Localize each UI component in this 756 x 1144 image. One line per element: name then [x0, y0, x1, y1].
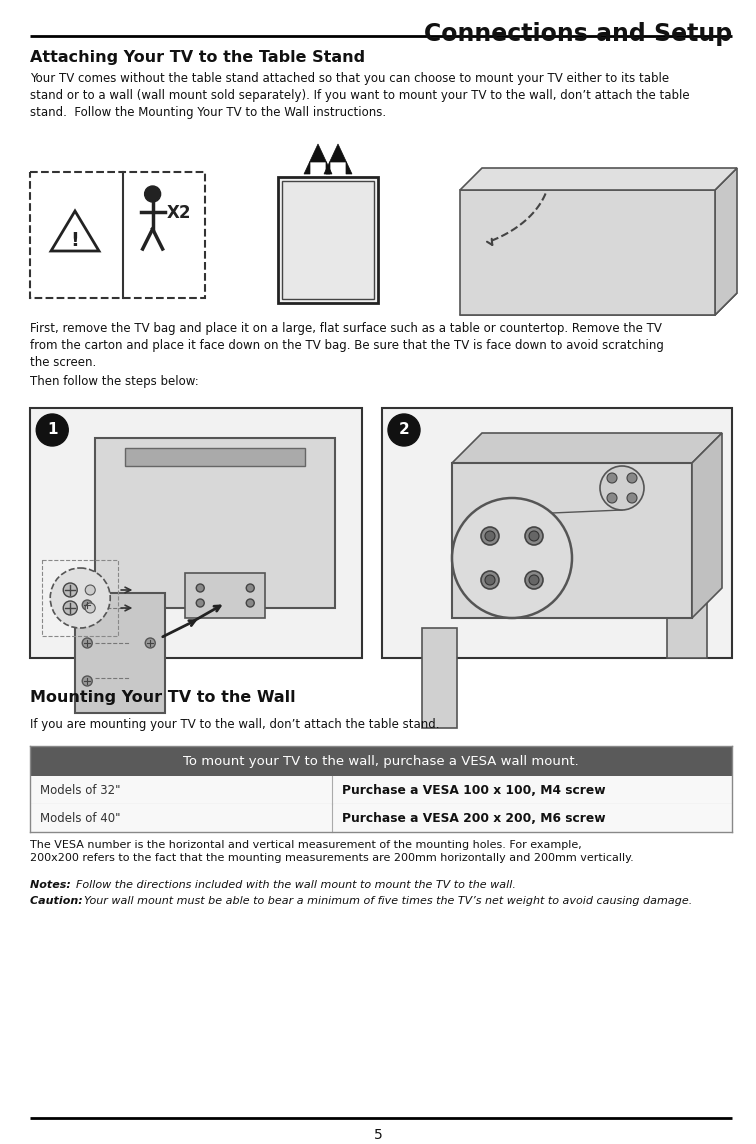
Text: Caution:: Caution: [30, 896, 87, 906]
Bar [125, 448, 305, 466]
Circle shape [529, 531, 539, 541]
Polygon shape [460, 190, 715, 315]
Bar [422, 628, 457, 728]
Bar [185, 573, 265, 618]
Text: First, remove the TV bag and place it on a large, flat surface such as a table o: First, remove the TV bag and place it on… [30, 321, 664, 370]
Bar [30, 172, 205, 297]
Text: 1: 1 [47, 422, 57, 437]
Circle shape [246, 599, 254, 607]
Text: Notes:: Notes: [30, 880, 75, 890]
Circle shape [36, 414, 68, 446]
Text: Purchase a VESA 200 x 200, M6 screw: Purchase a VESA 200 x 200, M6 screw [342, 811, 606, 825]
Circle shape [607, 493, 617, 503]
Bar [42, 561, 118, 636]
Text: Follow the directions included with the wall mount to mount the TV to the wall.: Follow the directions included with the … [76, 880, 516, 890]
Text: The VESA number is the horizontal and vertical measurement of the mounting holes: The VESA number is the horizontal and ve… [30, 840, 634, 864]
Bar [30, 408, 362, 658]
Circle shape [529, 575, 539, 585]
Text: 5: 5 [373, 1128, 383, 1142]
Text: X2: X2 [166, 204, 191, 222]
Circle shape [64, 601, 77, 615]
Text: Your wall mount must be able to bear a minimum of five times the TV’s net weight: Your wall mount must be able to bear a m… [84, 896, 692, 906]
Text: Then follow the steps below:: Then follow the steps below: [30, 375, 199, 388]
Circle shape [145, 638, 155, 648]
Bar [452, 463, 692, 618]
Circle shape [82, 676, 92, 686]
Polygon shape [715, 168, 737, 315]
Polygon shape [304, 144, 332, 174]
Bar [382, 408, 732, 658]
Circle shape [485, 575, 495, 585]
Circle shape [485, 531, 495, 541]
Text: Mounting Your TV to the Wall: Mounting Your TV to the Wall [30, 690, 296, 705]
Circle shape [452, 498, 572, 618]
Circle shape [85, 603, 95, 613]
Circle shape [85, 585, 95, 595]
Text: Models of 40": Models of 40" [40, 811, 121, 825]
Text: Purchase a VESA 100 x 100, M4 screw: Purchase a VESA 100 x 100, M4 screw [342, 784, 606, 796]
Circle shape [525, 527, 543, 545]
Circle shape [246, 583, 254, 591]
Circle shape [525, 571, 543, 589]
Circle shape [82, 638, 92, 648]
Text: !: ! [70, 230, 79, 249]
Circle shape [627, 472, 637, 483]
Bar [282, 181, 374, 299]
Circle shape [82, 599, 92, 610]
Text: Attaching Your TV to the Table Stand: Attaching Your TV to the Table Stand [30, 50, 365, 65]
Polygon shape [460, 168, 737, 190]
Circle shape [481, 527, 499, 545]
Text: If you are mounting your TV to the wall, don’t attach the table stand.: If you are mounting your TV to the wall,… [30, 718, 440, 731]
Bar [30, 804, 732, 832]
Circle shape [607, 472, 617, 483]
Bar [95, 438, 335, 607]
Text: To mount your TV to the wall, purchase a VESA wall mount.: To mount your TV to the wall, purchase a… [183, 755, 579, 768]
Circle shape [50, 569, 110, 628]
Bar [30, 776, 732, 804]
Bar [667, 458, 707, 658]
Bar [278, 177, 378, 303]
Text: Connections and Setup: Connections and Setup [423, 22, 732, 46]
Polygon shape [692, 432, 722, 618]
Text: 2: 2 [398, 422, 410, 437]
Circle shape [481, 571, 499, 589]
Circle shape [600, 466, 644, 510]
Circle shape [64, 583, 77, 597]
Circle shape [197, 599, 204, 607]
Bar [76, 593, 166, 713]
Polygon shape [324, 144, 352, 174]
Polygon shape [452, 432, 722, 463]
Text: Models of 32": Models of 32" [40, 784, 121, 796]
Text: Your TV comes without the table stand attached so that you can choose to mount y: Your TV comes without the table stand at… [30, 72, 690, 119]
Circle shape [388, 414, 420, 446]
Circle shape [627, 493, 637, 503]
Circle shape [144, 186, 160, 202]
Circle shape [197, 583, 204, 591]
Polygon shape [460, 293, 737, 315]
Bar [30, 746, 732, 776]
